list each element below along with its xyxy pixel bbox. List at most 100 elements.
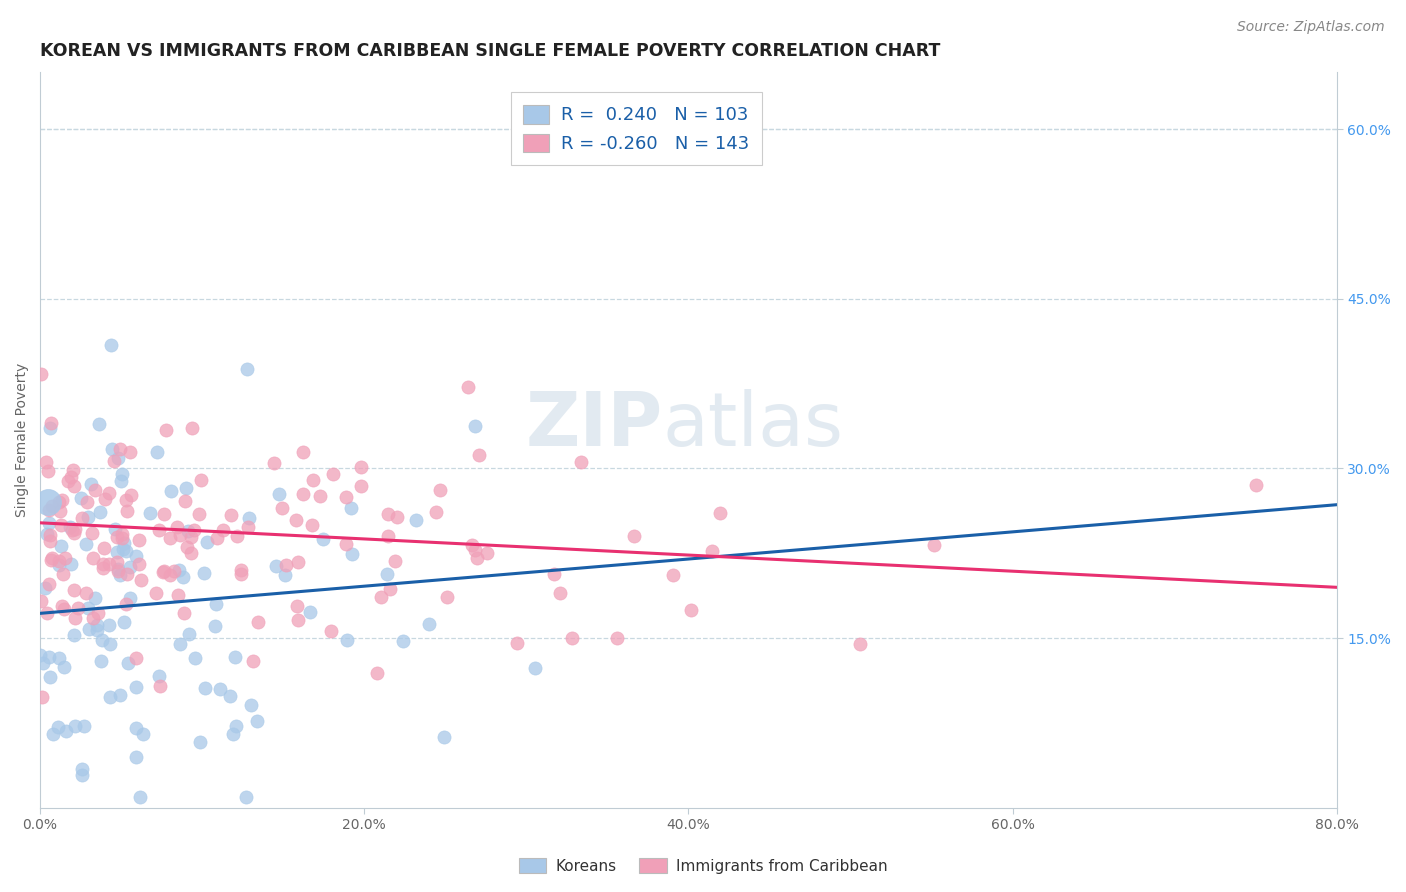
Immigrants from Caribbean — [190, 473, 212, 487]
Koreans — [105, 545, 128, 559]
Point — [37, 495, 59, 509]
Immigrants from Caribbean — [52, 567, 75, 582]
Immigrants from Caribbean — [120, 445, 142, 459]
Immigrants from Caribbean — [51, 518, 73, 533]
Immigrants from Caribbean — [48, 553, 70, 567]
Immigrants from Caribbean — [322, 467, 344, 482]
Koreans — [112, 536, 135, 550]
Immigrants from Caribbean — [105, 555, 128, 569]
Immigrants from Caribbean — [385, 510, 408, 524]
Immigrants from Caribbean — [378, 582, 401, 596]
Immigrants from Caribbean — [159, 568, 181, 582]
Koreans — [167, 563, 190, 577]
Immigrants from Caribbean — [335, 537, 357, 551]
Immigrants from Caribbean — [41, 500, 63, 514]
Immigrants from Caribbean — [86, 606, 108, 620]
Immigrants from Caribbean — [319, 624, 342, 638]
Immigrants from Caribbean — [263, 456, 285, 470]
Koreans — [107, 450, 129, 465]
Koreans — [159, 483, 181, 498]
Immigrants from Caribbean — [63, 479, 86, 493]
Immigrants from Caribbean — [350, 459, 373, 474]
Immigrants from Caribbean — [302, 473, 325, 487]
Koreans — [100, 338, 122, 352]
Immigrants from Caribbean — [108, 442, 131, 456]
Immigrants from Caribbean — [103, 454, 125, 468]
Koreans — [70, 762, 93, 776]
Immigrants from Caribbean — [30, 594, 52, 608]
Immigrants from Caribbean — [38, 503, 60, 517]
Immigrants from Caribbean — [82, 526, 104, 541]
Immigrants from Caribbean — [291, 444, 314, 458]
Koreans — [89, 417, 111, 431]
Koreans — [120, 591, 142, 605]
Koreans — [222, 727, 245, 741]
Koreans — [41, 726, 63, 740]
Legend: Koreans, Immigrants from Caribbean: Koreans, Immigrants from Caribbean — [512, 852, 894, 880]
Koreans — [267, 487, 290, 501]
Immigrants from Caribbean — [67, 601, 90, 615]
Immigrants from Caribbean — [83, 483, 105, 497]
Immigrants from Caribbean — [82, 610, 104, 624]
Immigrants from Caribbean — [461, 538, 484, 552]
Immigrants from Caribbean — [247, 615, 270, 629]
Immigrants from Caribbean — [370, 591, 392, 605]
Koreans — [91, 633, 114, 648]
Koreans — [89, 504, 111, 518]
Immigrants from Caribbean — [39, 416, 62, 430]
Koreans — [63, 628, 86, 642]
Koreans — [73, 719, 96, 733]
Immigrants from Caribbean — [93, 541, 115, 555]
Koreans — [118, 560, 141, 574]
Immigrants from Caribbean — [475, 546, 498, 560]
Immigrants from Caribbean — [62, 463, 84, 477]
Koreans — [115, 543, 138, 558]
Koreans — [77, 510, 100, 524]
Koreans — [174, 482, 197, 496]
Immigrants from Caribbean — [115, 566, 138, 581]
Immigrants from Caribbean — [377, 529, 399, 543]
Immigrants from Caribbean — [548, 586, 571, 600]
Immigrants from Caribbean — [117, 503, 139, 517]
Immigrants from Caribbean — [291, 487, 314, 501]
Immigrants from Caribbean — [271, 500, 294, 515]
Koreans — [80, 477, 103, 491]
Immigrants from Caribbean — [922, 538, 945, 552]
Koreans — [60, 557, 83, 571]
Koreans — [219, 689, 242, 703]
Immigrants from Caribbean — [464, 543, 486, 558]
Koreans — [392, 634, 415, 648]
Immigrants from Caribbean — [63, 583, 86, 598]
Koreans — [38, 516, 60, 531]
Immigrants from Caribbean — [31, 690, 53, 705]
Koreans — [48, 558, 70, 573]
Immigrants from Caribbean — [569, 455, 592, 469]
Koreans — [52, 660, 75, 674]
Immigrants from Caribbean — [163, 564, 186, 578]
Koreans — [101, 442, 124, 456]
Immigrants from Caribbean — [335, 490, 357, 504]
Text: ZIP: ZIP — [526, 389, 662, 462]
Immigrants from Caribbean — [231, 566, 253, 581]
Koreans — [432, 730, 454, 744]
Koreans — [98, 690, 121, 705]
Immigrants from Caribbean — [37, 464, 59, 478]
Immigrants from Caribbean — [75, 586, 97, 600]
Koreans — [204, 597, 226, 611]
Immigrants from Caribbean — [120, 488, 142, 502]
Immigrants from Caribbean — [149, 679, 172, 693]
Koreans — [195, 534, 218, 549]
Immigrants from Caribbean — [111, 531, 134, 545]
Koreans — [86, 618, 108, 632]
Koreans — [110, 474, 132, 488]
Immigrants from Caribbean — [60, 469, 83, 483]
Koreans — [104, 522, 127, 536]
Koreans — [112, 615, 135, 629]
Immigrants from Caribbean — [436, 590, 458, 604]
Koreans — [177, 627, 200, 641]
Immigrants from Caribbean — [561, 631, 583, 645]
Koreans — [169, 637, 191, 651]
Immigrants from Caribbean — [187, 507, 209, 521]
Immigrants from Caribbean — [173, 606, 195, 620]
Koreans — [125, 750, 148, 764]
